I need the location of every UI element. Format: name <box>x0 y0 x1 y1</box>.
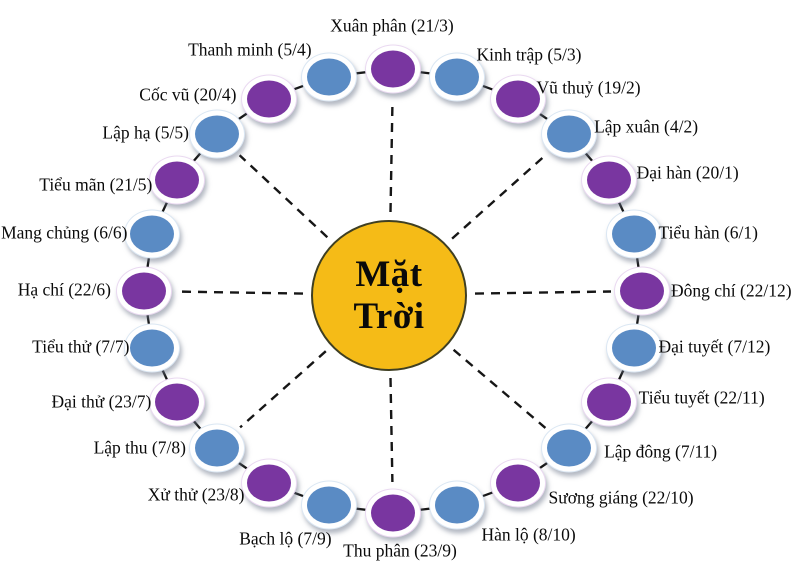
term-label: Hàn lộ (8/10) <box>481 524 576 545</box>
term-dot-blue <box>130 215 175 253</box>
sun-label: Mặt Trời <box>353 254 424 337</box>
term-label: Tiểu hàn (6/1) <box>658 222 759 243</box>
term-label: Xuân phân (21/3) <box>330 15 454 36</box>
term-node <box>365 488 421 538</box>
term-dot-purple <box>495 464 540 502</box>
term-label: Tiểu tuyết (22/11) <box>638 387 765 408</box>
term-dot-purple <box>371 494 415 532</box>
term-node <box>300 52 357 102</box>
term-label: Lập xuân (4/2) <box>594 116 699 137</box>
term-label: Mang chủng (6/6) <box>1 222 128 243</box>
term-dot-blue <box>306 58 351 96</box>
term-dot-purple <box>371 50 415 88</box>
term-label: Tiểu mãn (21/5) <box>39 174 153 195</box>
term-label: Hạ chí (22/6) <box>17 279 111 300</box>
term-dot-blue <box>194 429 239 467</box>
principal-ray <box>389 99 394 213</box>
term-node <box>614 266 670 316</box>
term-node <box>541 423 598 473</box>
term-label: Kinh trập (5/3) <box>476 44 582 65</box>
term-label: Đại thử (23/7) <box>51 391 152 412</box>
term-dot-purple <box>620 272 664 310</box>
term-node <box>489 74 546 124</box>
term-label: Xử thử (23/8) <box>147 484 245 505</box>
term-label: Bạch lộ (7/9) <box>239 528 332 549</box>
term-dot-blue <box>194 115 239 153</box>
term-node <box>365 44 421 94</box>
principal-ray <box>452 348 547 429</box>
term-dot-purple <box>586 383 631 421</box>
term-dot-purple <box>155 161 200 199</box>
principal-ray <box>474 290 612 295</box>
term-node <box>149 377 206 427</box>
term-label: Sương giáng (22/10) <box>548 487 694 508</box>
term-label: Tiểu thử (7/7) <box>32 336 130 357</box>
term-dot-blue <box>306 486 351 524</box>
term-label: Đại tuyết (7/12) <box>658 336 771 357</box>
term-node <box>149 155 206 205</box>
term-dot-purple <box>246 80 291 118</box>
term-node <box>580 377 637 427</box>
term-label: Lập thu (7/8) <box>93 437 186 458</box>
term-node <box>124 209 181 259</box>
term-dot-blue <box>547 115 592 153</box>
term-node <box>240 74 297 124</box>
term-node <box>240 458 297 508</box>
term-dot-blue <box>611 215 656 253</box>
term-dot-blue <box>435 486 480 524</box>
term-node <box>605 323 662 373</box>
sun-center: Mặt Trời <box>311 220 467 371</box>
term-label: Lập hạ (5/5) <box>102 122 189 143</box>
term-node <box>580 155 637 205</box>
term-node <box>429 480 486 530</box>
term-dot-purple <box>495 80 540 118</box>
term-dot-blue <box>435 58 480 96</box>
term-dot-blue <box>547 429 592 467</box>
term-label: Vũ thuỷ (19/2) <box>536 77 641 98</box>
term-dot-blue <box>130 329 175 367</box>
term-label: Thu phân (23/9) <box>343 540 457 561</box>
principal-ray <box>238 154 329 239</box>
principal-ray <box>451 153 547 240</box>
term-node <box>300 480 357 530</box>
term-label: Lập đông (7/11) <box>604 441 718 462</box>
term-node <box>188 423 245 473</box>
term-label: Thanh minh (5/4) <box>188 39 312 60</box>
term-node <box>541 109 598 159</box>
term-node <box>188 109 245 159</box>
term-dot-blue <box>611 329 656 367</box>
sun-label-line2: Trời <box>353 295 425 337</box>
term-node <box>429 52 486 102</box>
term-dot-purple <box>246 464 291 502</box>
term-node <box>124 323 181 373</box>
principal-ray <box>389 377 394 483</box>
term-dot-purple <box>155 383 200 421</box>
principal-ray <box>174 290 304 295</box>
term-label: Cốc vũ (20/4) <box>139 84 237 105</box>
term-dot-purple <box>586 161 631 199</box>
principal-ray <box>239 350 327 429</box>
term-label: Đại hàn (20/1) <box>636 162 739 183</box>
term-node <box>605 209 662 259</box>
term-node <box>489 458 546 508</box>
term-label: Đông chí (22/12) <box>671 280 792 301</box>
term-dot-purple <box>122 272 166 310</box>
sun-label-line1: Mặt <box>355 254 423 296</box>
term-node <box>116 266 172 316</box>
